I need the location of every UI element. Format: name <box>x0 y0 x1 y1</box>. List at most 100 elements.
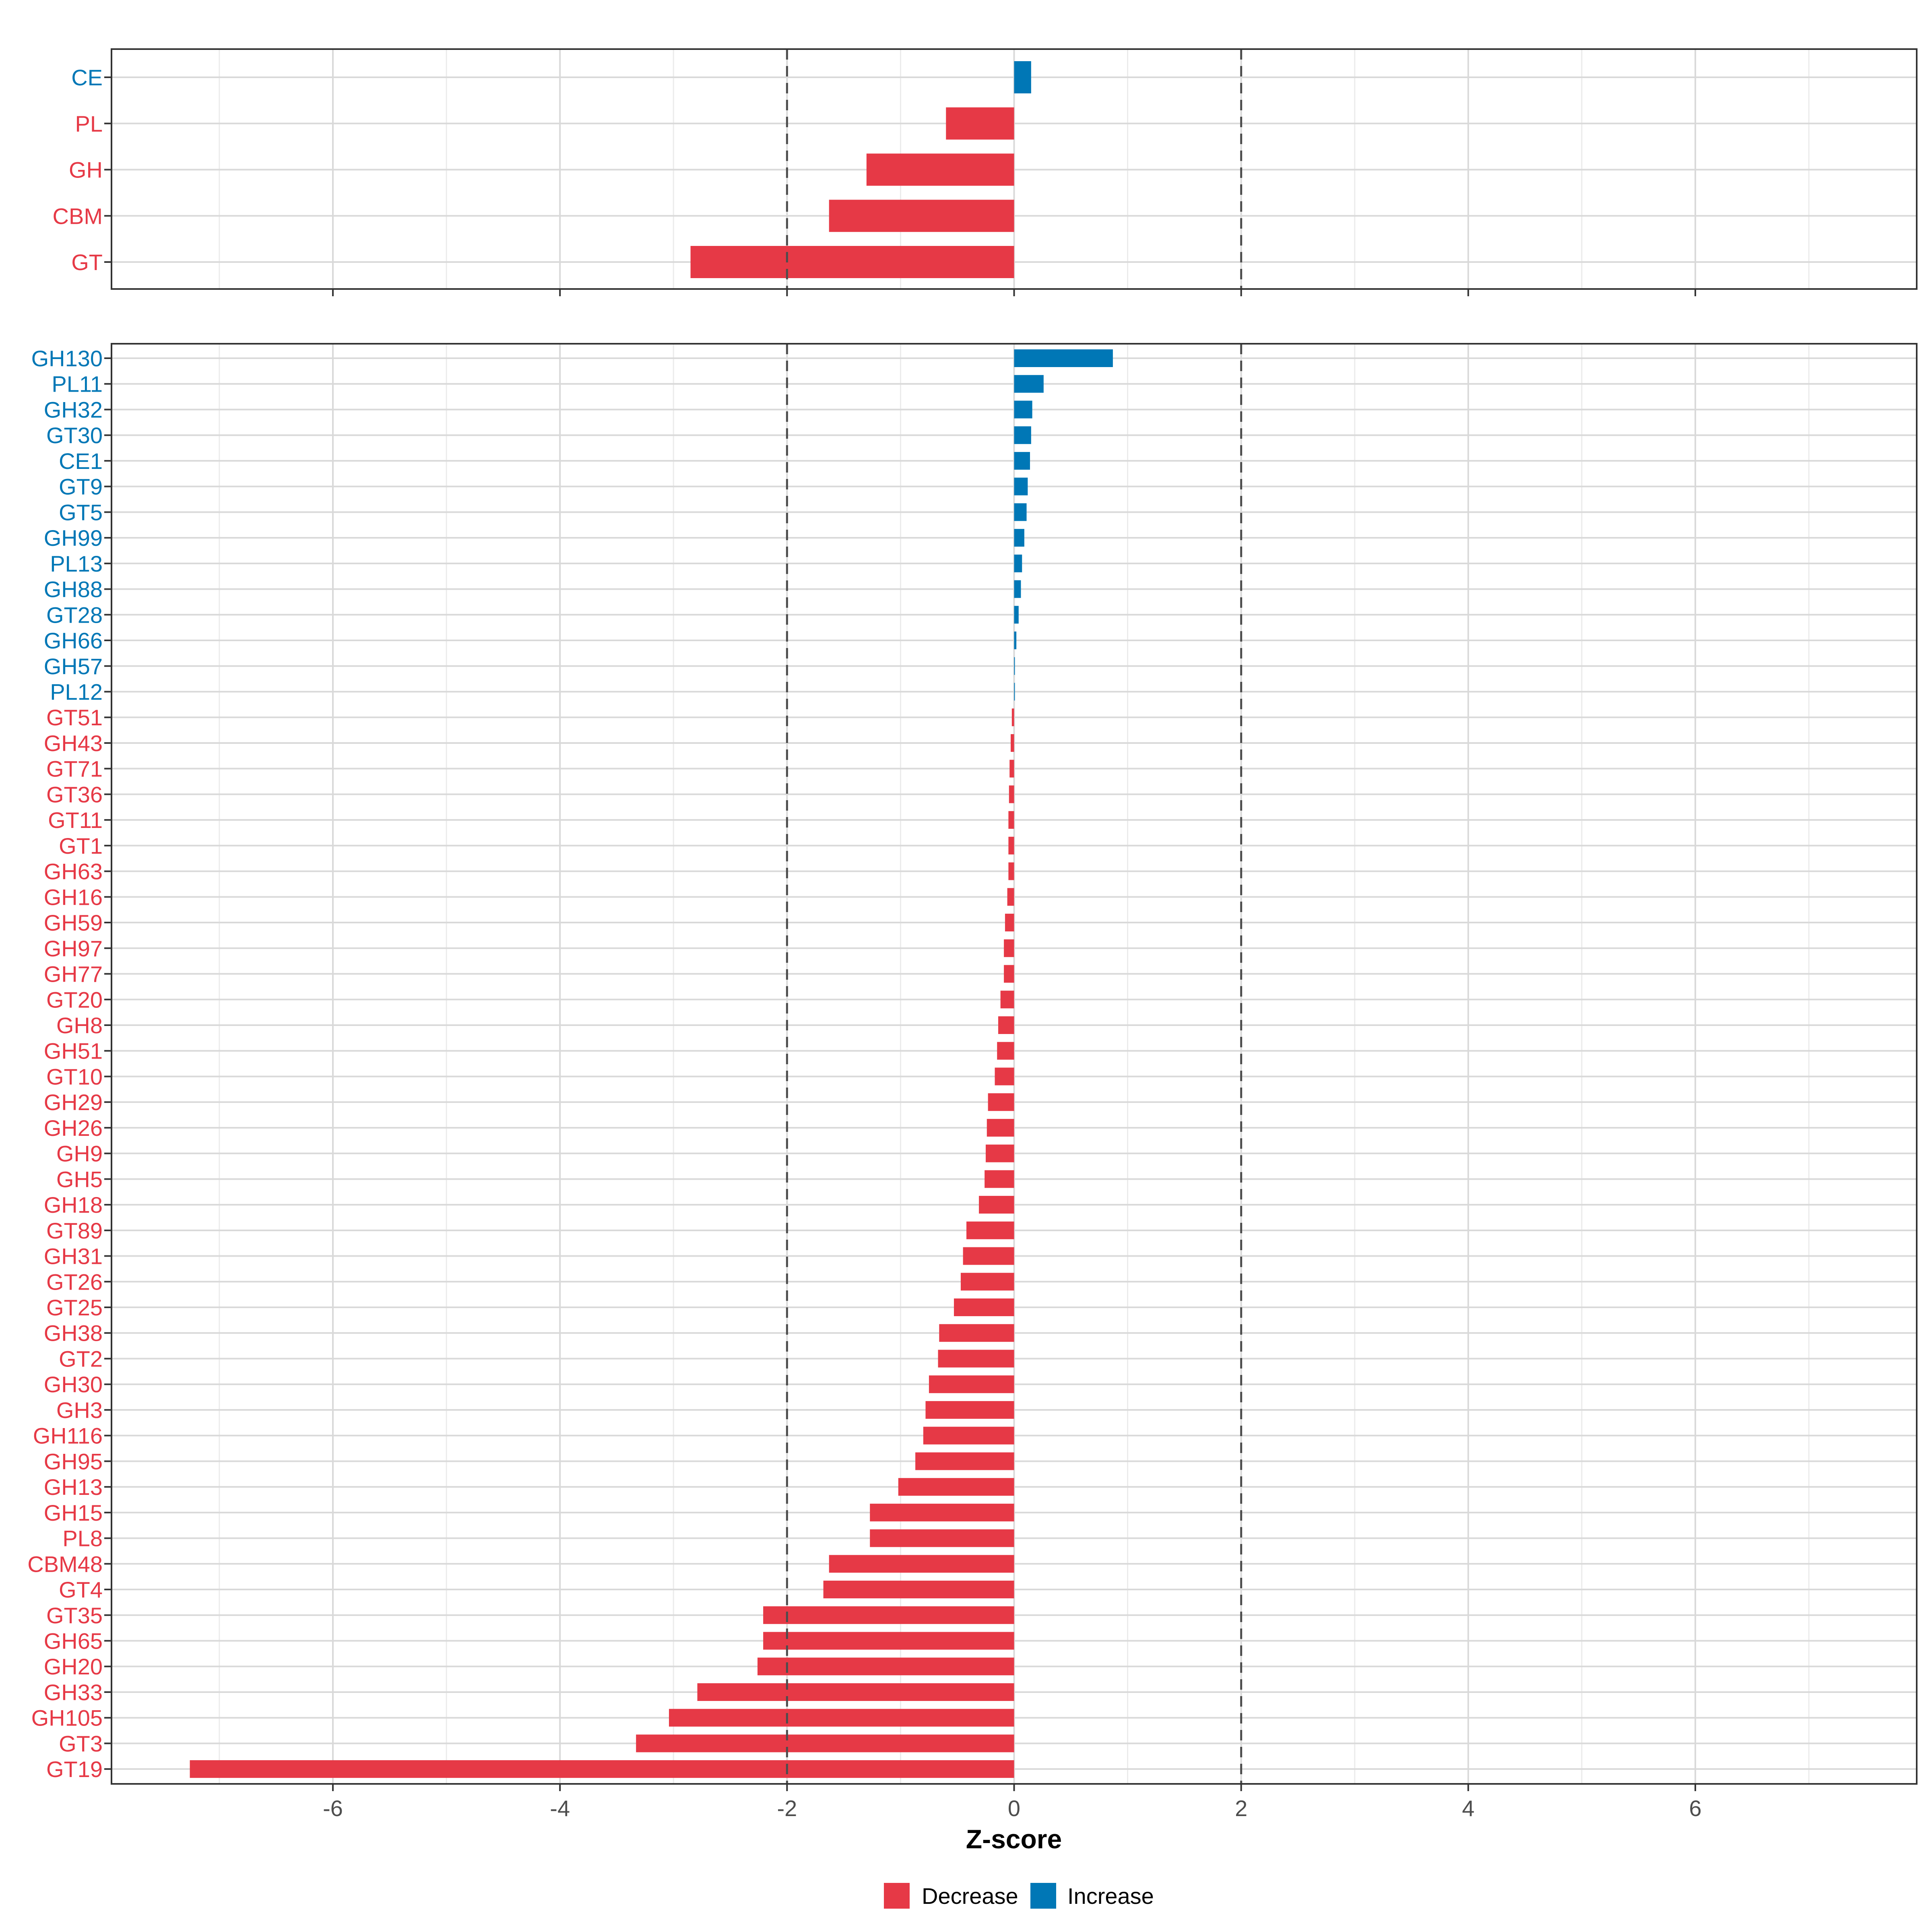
category-label-GH26: GH26 <box>44 1115 103 1141</box>
category-label-GH88: GH88 <box>44 577 103 602</box>
category-label-GT11: GT11 <box>48 807 103 833</box>
bar-GT26 <box>960 1273 1014 1291</box>
x-axis: -6 -4 -2 0 2 4 6 <box>323 1796 1701 1821</box>
bar-GH16 <box>1007 888 1014 906</box>
category-label-GH8: GH8 <box>56 1013 103 1038</box>
category-label-GH43: GH43 <box>44 731 103 756</box>
bar-GH5 <box>985 1170 1014 1188</box>
category-label-CE: CE <box>71 65 103 90</box>
category-label-GT9: GT9 <box>59 474 103 500</box>
bar-GT30 <box>1014 426 1031 444</box>
category-label-GT89: GT89 <box>46 1218 103 1243</box>
bar-PL <box>946 107 1014 140</box>
category-label-GH105: GH105 <box>31 1705 103 1731</box>
bar-PL13 <box>1014 554 1022 572</box>
bar-GH66 <box>1014 632 1017 650</box>
bar-GH32 <box>1014 400 1032 419</box>
category-label-PL11: PL11 <box>52 372 103 397</box>
category-label-GH30: GH30 <box>44 1372 103 1397</box>
category-label-GT30: GT30 <box>46 423 103 448</box>
bar-GH63 <box>1008 862 1014 880</box>
category-label-PL12: PL12 <box>50 679 103 704</box>
category-label-GT20: GT20 <box>46 987 103 1012</box>
x-axis-title: Z-score <box>966 1824 1062 1854</box>
bar-CBM48 <box>829 1555 1014 1573</box>
bar-GH88 <box>1014 580 1021 598</box>
category-label-GT51: GT51 <box>46 705 103 730</box>
bar-GT10 <box>995 1067 1014 1086</box>
bar-GH38 <box>939 1324 1014 1342</box>
bar-GT19 <box>190 1760 1014 1778</box>
category-label-GH130: GH130 <box>31 346 103 371</box>
category-label-GT35: GT35 <box>46 1603 103 1628</box>
category-label-GH: GH <box>69 157 103 183</box>
category-label-GH5: GH5 <box>56 1166 103 1192</box>
category-label-GT28: GT28 <box>46 602 103 627</box>
bar-GT20 <box>1000 991 1014 1009</box>
bar-GH105 <box>669 1709 1014 1727</box>
category-label-GT19: GT19 <box>46 1757 103 1782</box>
category-label-CBM48: CBM48 <box>27 1551 103 1577</box>
category-label-GT10: GT10 <box>46 1064 103 1089</box>
bottom-panel: GH130PL11GH32GT30CE1GT9GT5GH99PL13GH88GT… <box>27 343 1918 1791</box>
category-label-GH20: GH20 <box>44 1654 103 1679</box>
category-label-GT3: GT3 <box>59 1731 103 1756</box>
legend-key-increase <box>1030 1883 1056 1909</box>
category-label-CBM: CBM <box>53 203 103 229</box>
x-tick-label: -6 <box>323 1796 343 1821</box>
bar-GT36 <box>1009 785 1014 803</box>
bar-GH97 <box>1004 939 1014 957</box>
category-label-GH116: GH116 <box>33 1423 103 1449</box>
bar-GH3 <box>925 1401 1014 1419</box>
panel-border <box>111 48 1918 290</box>
category-label-GT1: GT1 <box>59 833 103 859</box>
bar-PL12 <box>1014 683 1015 701</box>
x-tick-label: 2 <box>1235 1796 1247 1821</box>
legend-label-decrease: Decrease <box>922 1883 1018 1909</box>
bar-GT89 <box>966 1221 1014 1239</box>
category-label-PL13: PL13 <box>50 551 103 576</box>
category-label-GH9: GH9 <box>56 1141 103 1166</box>
category-label-GT5: GT5 <box>59 500 103 525</box>
bar-GH130 <box>1014 349 1113 367</box>
bar-PL11 <box>1014 375 1044 393</box>
bar-GH20 <box>758 1657 1014 1676</box>
category-label-GH3: GH3 <box>56 1397 103 1423</box>
category-label-GT71: GT71 <box>46 756 103 782</box>
bar-GT1 <box>1008 836 1014 855</box>
category-label-GH63: GH63 <box>44 859 103 884</box>
bar-GH29 <box>988 1093 1014 1111</box>
legend-key-decrease <box>884 1883 910 1909</box>
bar-GT11 <box>1008 811 1014 829</box>
x-tick-label: -2 <box>777 1796 797 1821</box>
bar-GT28 <box>1014 606 1019 624</box>
x-tick-label: 0 <box>1008 1796 1020 1821</box>
bar-GH26 <box>987 1119 1014 1137</box>
category-label-GH57: GH57 <box>44 654 103 679</box>
category-label-GT2: GT2 <box>59 1346 103 1371</box>
category-label-GH38: GH38 <box>44 1321 103 1346</box>
x-tick-label: 6 <box>1689 1796 1701 1821</box>
category-label-GH77: GH77 <box>44 962 103 987</box>
category-label-PL8: PL8 <box>62 1526 103 1551</box>
bar-GH43 <box>1011 734 1014 752</box>
category-label-GH99: GH99 <box>44 525 103 551</box>
category-label-GH32: GH32 <box>44 397 103 422</box>
category-label-GT36: GT36 <box>46 782 103 807</box>
bar-GH <box>866 153 1014 186</box>
bar-GH15 <box>870 1503 1014 1521</box>
bar-CE <box>1014 61 1031 93</box>
category-label-GH33: GH33 <box>44 1680 103 1705</box>
bar-GH31 <box>963 1247 1014 1265</box>
bar-GH77 <box>1004 965 1014 983</box>
bar-GT9 <box>1014 477 1028 495</box>
x-tick-label: -4 <box>550 1796 570 1821</box>
bar-GH59 <box>1005 914 1014 932</box>
category-label-GH29: GH29 <box>44 1090 103 1115</box>
bar-GT2 <box>938 1350 1014 1368</box>
bar-GH99 <box>1014 529 1024 547</box>
category-label-CE1: CE1 <box>59 448 103 474</box>
bar-CE1 <box>1014 452 1030 470</box>
category-label-GT: GT <box>71 250 103 275</box>
